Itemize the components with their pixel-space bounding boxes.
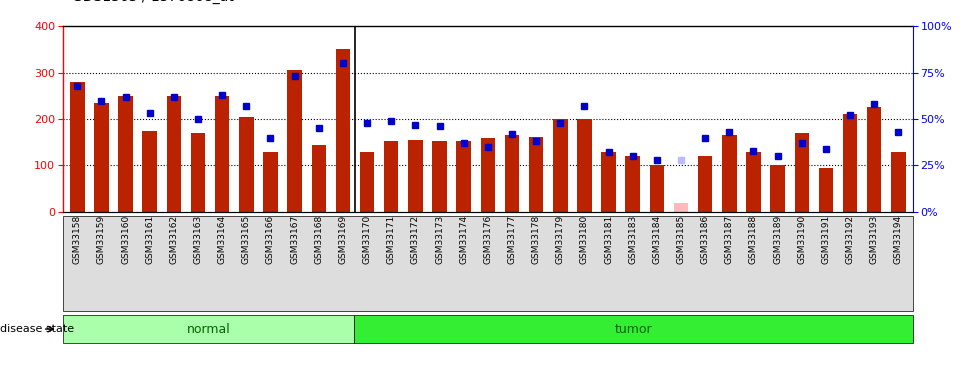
Bar (215, 96, 230, 212)
Bar (263, 152, 278, 212)
Bar (867, 108, 882, 212)
Bar (336, 50, 351, 212)
Bar (819, 168, 834, 212)
Bar (723, 135, 737, 212)
Bar (674, 202, 688, 212)
Bar (433, 141, 446, 212)
Bar (143, 130, 157, 212)
Bar (698, 156, 713, 212)
Bar (457, 141, 471, 212)
Bar (409, 140, 423, 212)
Bar (578, 119, 592, 212)
Bar (649, 165, 665, 212)
Bar (554, 119, 568, 212)
Bar (311, 145, 327, 212)
Bar (529, 137, 543, 212)
Bar (842, 114, 858, 212)
Bar (505, 135, 520, 212)
Bar (626, 156, 640, 212)
Bar (892, 152, 906, 212)
Bar (747, 152, 761, 212)
Bar (360, 152, 375, 212)
Text: normal: normal (186, 322, 231, 336)
Bar (95, 103, 109, 212)
Bar (794, 133, 810, 212)
Bar (240, 117, 253, 212)
Bar (288, 70, 301, 212)
Text: GDS1363 / 1376868_at: GDS1363 / 1376868_at (72, 0, 235, 4)
Bar (771, 165, 785, 212)
Text: disease state: disease state (0, 324, 74, 334)
Bar (384, 141, 399, 212)
Bar (70, 82, 85, 212)
Text: tumor: tumor (614, 322, 652, 336)
Bar (481, 138, 496, 212)
Bar (119, 96, 133, 212)
Bar (601, 152, 616, 212)
Bar (167, 96, 182, 212)
Bar (191, 133, 206, 212)
